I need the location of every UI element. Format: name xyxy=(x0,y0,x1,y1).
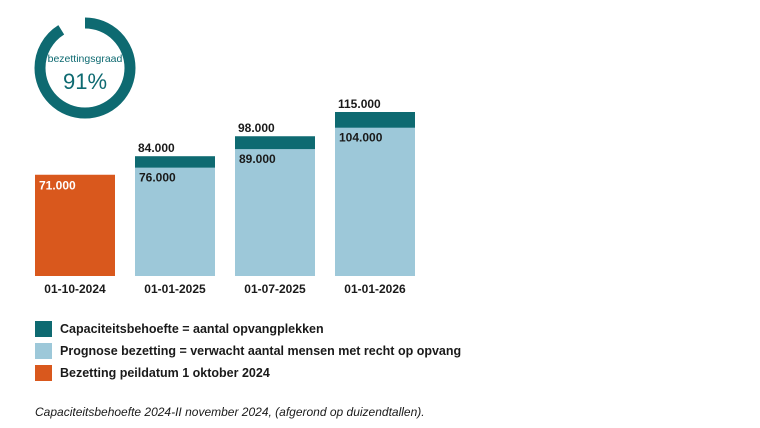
legend-item-occupancy: Bezetting peildatum 1 oktober 2024 xyxy=(35,362,461,384)
bars-group: 71.000 01-10-2024 84.000 76.000 01-01-2025 98… xyxy=(35,97,415,296)
x-tick-label-0: 01-10-2024 xyxy=(44,282,106,296)
value-label-capacity-1: 84.000 xyxy=(138,141,175,155)
bar-forecast-1 xyxy=(135,167,215,276)
legend: Capaciteitsbehoefte = aantal opvangplekk… xyxy=(35,318,461,384)
legend-label-capacity: Capaciteitsbehoefte = aantal opvangplekk… xyxy=(60,322,324,336)
legend-swatch-forecast xyxy=(35,343,52,359)
x-tick-label-1: 01-01-2025 xyxy=(144,282,206,296)
gauge-value: 91% xyxy=(63,69,107,94)
x-tick-label-2: 01-07-2025 xyxy=(244,282,306,296)
value-label-forecast-3: 104.000 xyxy=(339,131,383,145)
legend-label-occupancy: Bezetting peildatum 1 oktober 2024 xyxy=(60,366,270,380)
bar-forecast-2 xyxy=(235,149,315,276)
legend-swatch-capacity xyxy=(35,321,52,337)
legend-swatch-occupancy xyxy=(35,365,52,381)
occupancy-gauge: bezettingsgraad 91% xyxy=(34,17,136,119)
value-label-occupancy-0: 71.000 xyxy=(39,179,76,193)
legend-item-capacity: Capaciteitsbehoefte = aantal opvangplekk… xyxy=(35,318,461,340)
gauge-label: bezettingsgraad xyxy=(48,53,123,65)
bar-chart: bezettingsgraad 91% 71.000 01-10-2024 84.0… xyxy=(34,17,415,296)
legend-item-forecast: Prognose bezetting = verwacht aantal men… xyxy=(35,340,461,362)
legend-label-forecast: Prognose bezetting = verwacht aantal men… xyxy=(60,344,462,358)
bar-forecast-3 xyxy=(335,127,415,277)
bar-occupancy-0 xyxy=(35,174,115,276)
value-label-capacity-2: 98.000 xyxy=(238,121,275,135)
footnote: Capaciteitsbehoefte 2024-II november 202… xyxy=(35,405,425,419)
value-label-forecast-1: 76.000 xyxy=(139,171,176,185)
x-tick-label-3: 01-01-2026 xyxy=(344,282,406,296)
value-label-forecast-2: 89.000 xyxy=(239,152,276,166)
value-label-capacity-3: 115.000 xyxy=(338,97,381,111)
gauge-arc xyxy=(34,17,136,119)
